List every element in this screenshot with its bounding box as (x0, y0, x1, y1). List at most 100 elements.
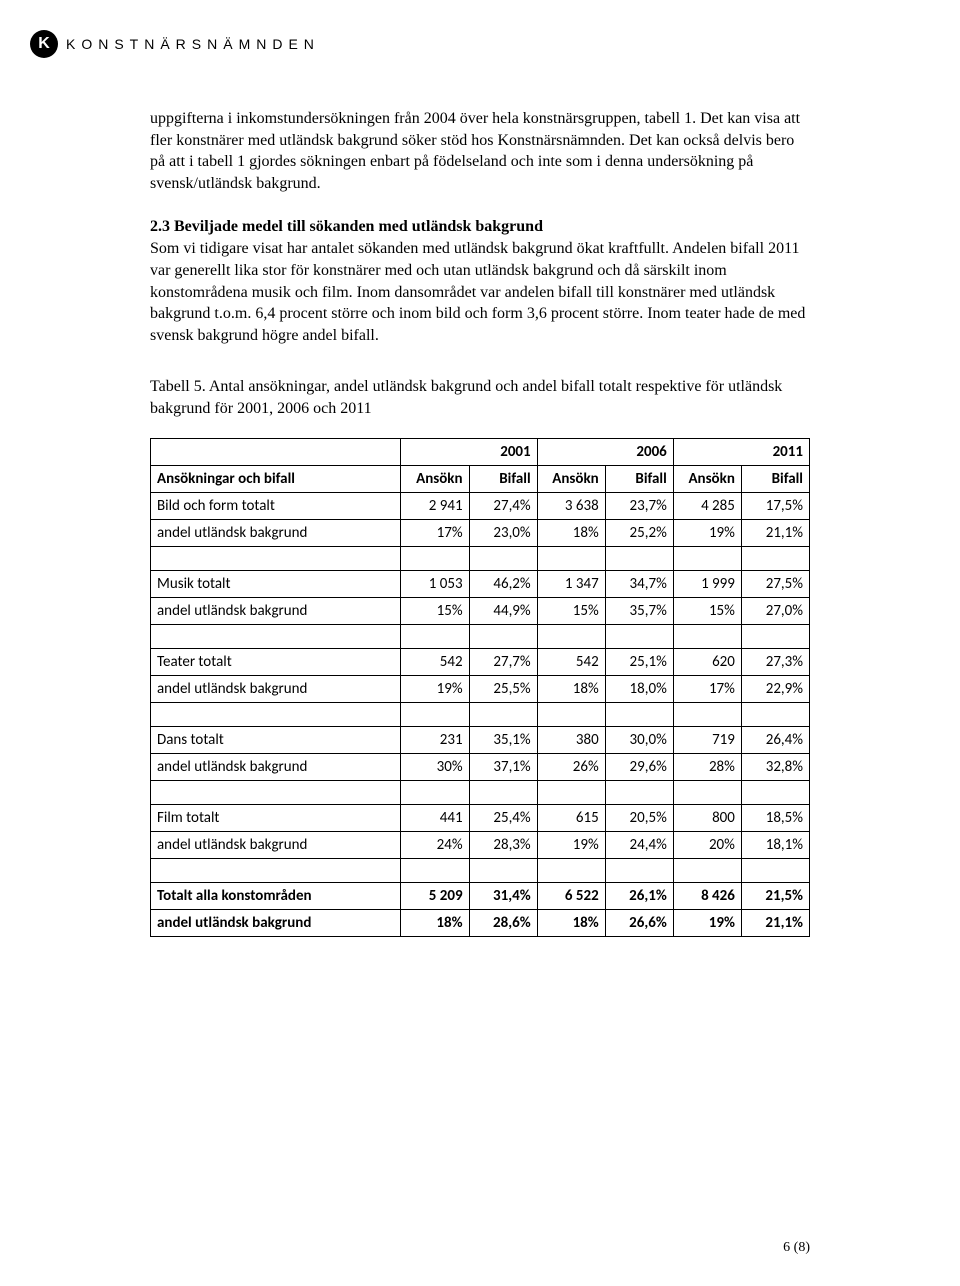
table-cell (151, 780, 401, 804)
table-cell: 22,9% (741, 675, 809, 702)
table-cell (537, 624, 605, 648)
table-cell: 25,1% (605, 648, 673, 675)
table-cell: 6 522 (537, 882, 605, 909)
table-caption: Tabell 5. Antal ansökningar, andel utlän… (150, 376, 810, 419)
table-cell (151, 546, 401, 570)
table-cell: 19% (537, 831, 605, 858)
table-cell: 26,4% (741, 726, 809, 753)
logo-text: KONSTNÄRSNÄMNDEN (66, 36, 320, 52)
table-cell: 18,0% (605, 675, 673, 702)
table-cell: 27,0% (741, 597, 809, 624)
table-cell: Film totalt (151, 804, 401, 831)
table-cell: andel utländsk bakgrund (151, 519, 401, 546)
table-cell: 19% (673, 519, 741, 546)
table-cell (673, 546, 741, 570)
table-cell (673, 702, 741, 726)
table-cell: 23,7% (605, 492, 673, 519)
table-cell: 28,6% (469, 909, 537, 936)
table-cell: 19% (401, 675, 469, 702)
table-cell: 27,7% (469, 648, 537, 675)
table-cell: 1 053 (401, 570, 469, 597)
table-cell: Ansökn (673, 465, 741, 492)
table-cell: 18% (401, 909, 469, 936)
table-cell: 2001 (401, 438, 537, 465)
table-5: 200120062011Ansökningar och bifallAnsökn… (150, 438, 810, 937)
table-cell: 25,4% (469, 804, 537, 831)
logo: K KONSTNÄRSNÄMNDEN (30, 30, 810, 58)
table-cell: 15% (537, 597, 605, 624)
table-cell: 23,0% (469, 519, 537, 546)
table-cell (673, 780, 741, 804)
table-cell (741, 858, 809, 882)
table-cell: Bild och form totalt (151, 492, 401, 519)
table-cell: 35,7% (605, 597, 673, 624)
table-cell (401, 546, 469, 570)
table-cell (469, 546, 537, 570)
table-cell: 17,5% (741, 492, 809, 519)
table-cell (537, 546, 605, 570)
page-number: 6 (8) (783, 1240, 810, 1256)
table-cell: 542 (537, 648, 605, 675)
table-row (151, 858, 810, 882)
table-cell: 542 (401, 648, 469, 675)
table-cell: 28,3% (469, 831, 537, 858)
table-cell: 35,1% (469, 726, 537, 753)
table-cell (537, 858, 605, 882)
table-cell: andel utländsk bakgrund (151, 675, 401, 702)
table-row: Musik totalt1 05346,2%1 34734,7%1 99927,… (151, 570, 810, 597)
table-cell: 29,6% (605, 753, 673, 780)
table-cell: 20,5% (605, 804, 673, 831)
table-cell: Dans totalt (151, 726, 401, 753)
table-row: Bild och form totalt2 94127,4%3 63823,7%… (151, 492, 810, 519)
table-cell: andel utländsk bakgrund (151, 597, 401, 624)
table-cell (469, 780, 537, 804)
table-cell: Bifall (605, 465, 673, 492)
table-cell: 2006 (537, 438, 673, 465)
table-cell (605, 858, 673, 882)
table-cell (741, 780, 809, 804)
table-cell: 26,6% (605, 909, 673, 936)
table-row: Totalt alla konstområden5 20931,4%6 5222… (151, 882, 810, 909)
table-cell (673, 858, 741, 882)
table-cell: 800 (673, 804, 741, 831)
table-cell: 18% (537, 909, 605, 936)
table-cell: Totalt alla konstområden (151, 882, 401, 909)
table-cell: 28% (673, 753, 741, 780)
table-cell: 25,5% (469, 675, 537, 702)
table-cell: 620 (673, 648, 741, 675)
table-cell: andel utländsk bakgrund (151, 909, 401, 936)
table-cell: 44,9% (469, 597, 537, 624)
table-cell: 24% (401, 831, 469, 858)
table-cell: 19% (673, 909, 741, 936)
table-cell: andel utländsk bakgrund (151, 831, 401, 858)
table-cell (401, 624, 469, 648)
table-cell (741, 546, 809, 570)
table-cell: 27,5% (741, 570, 809, 597)
table-row (151, 546, 810, 570)
table-cell: 25,2% (605, 519, 673, 546)
table-cell: 615 (537, 804, 605, 831)
logo-mark: K (30, 30, 58, 58)
table-cell: Musik totalt (151, 570, 401, 597)
table-row: andel utländsk bakgrund15%44,9%15%35,7%1… (151, 597, 810, 624)
table-cell: 26,1% (605, 882, 673, 909)
table-cell: 18,5% (741, 804, 809, 831)
table-cell: 21,1% (741, 909, 809, 936)
table-cell: 15% (673, 597, 741, 624)
table-cell: 380 (537, 726, 605, 753)
table-cell: Bifall (741, 465, 809, 492)
table-row: andel utländsk bakgrund18%28,6%18%26,6%1… (151, 909, 810, 936)
table-cell: Teater totalt (151, 648, 401, 675)
table-row: Dans totalt23135,1%38030,0%71926,4% (151, 726, 810, 753)
table-cell: 20% (673, 831, 741, 858)
table-cell (673, 624, 741, 648)
table-row: Teater totalt54227,7%54225,1%62027,3% (151, 648, 810, 675)
table-row: andel utländsk bakgrund30%37,1%26%29,6%2… (151, 753, 810, 780)
table-cell: Ansökn (401, 465, 469, 492)
table-cell: 27,4% (469, 492, 537, 519)
table-cell: 24,4% (605, 831, 673, 858)
table-cell (605, 624, 673, 648)
table-cell (401, 858, 469, 882)
table-cell: 46,2% (469, 570, 537, 597)
table-cell: andel utländsk bakgrund (151, 753, 401, 780)
